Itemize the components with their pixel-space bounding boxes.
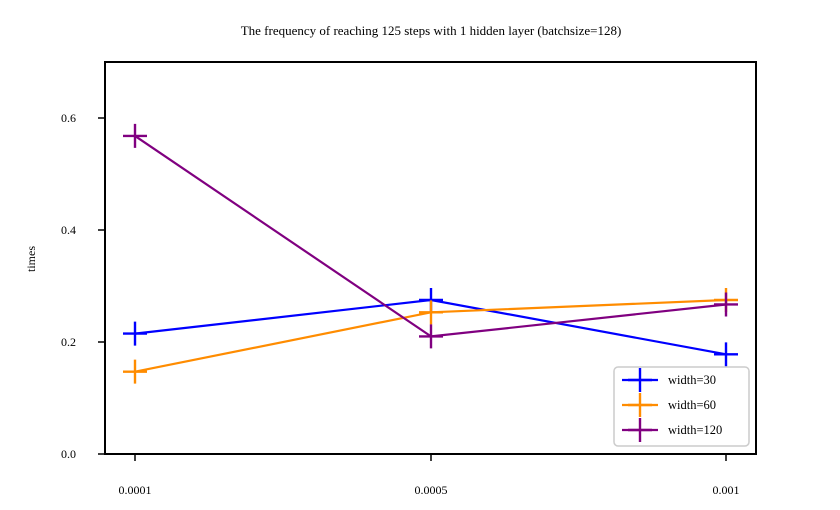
y-tick-label: 0.2 bbox=[61, 335, 76, 349]
y-tick-label: 0.0 bbox=[61, 447, 76, 461]
x-tick-label: 0.0001 bbox=[119, 483, 152, 497]
data-point-marker bbox=[123, 123, 147, 148]
data-point-marker bbox=[123, 359, 147, 384]
data-point-marker bbox=[714, 292, 738, 317]
data-point-marker bbox=[419, 324, 443, 349]
y-tick-label: 0.6 bbox=[61, 111, 76, 125]
x-tick-label: 0.001 bbox=[713, 483, 740, 497]
chart-title: The frequency of reaching 125 steps with… bbox=[241, 23, 622, 38]
series-3 bbox=[123, 123, 738, 349]
data-point-marker bbox=[714, 342, 738, 367]
plot-frame bbox=[104, 61, 757, 455]
y-axis-label: times bbox=[24, 246, 38, 272]
legend: width=30 width=60 width=120 bbox=[613, 366, 750, 447]
legend-label: width=120 bbox=[668, 423, 722, 437]
legend-swatch-marker bbox=[628, 393, 652, 417]
data-point-marker bbox=[419, 300, 443, 325]
ticks-layer: 0.0001 0.0005 0.001 0.0 0.2 0.4 0.6 bbox=[61, 111, 740, 497]
legend-swatch-marker bbox=[628, 418, 652, 442]
legend-box bbox=[613, 366, 750, 447]
legend-label: width=30 bbox=[668, 373, 716, 387]
y-tick-label: 0.4 bbox=[61, 223, 76, 237]
series-layer bbox=[123, 123, 738, 384]
data-point-marker bbox=[123, 321, 147, 346]
legend-swatch-marker bbox=[628, 368, 652, 392]
legend-label: width=60 bbox=[668, 398, 716, 412]
x-tick-label: 0.0005 bbox=[415, 483, 448, 497]
series-1 bbox=[123, 288, 738, 367]
